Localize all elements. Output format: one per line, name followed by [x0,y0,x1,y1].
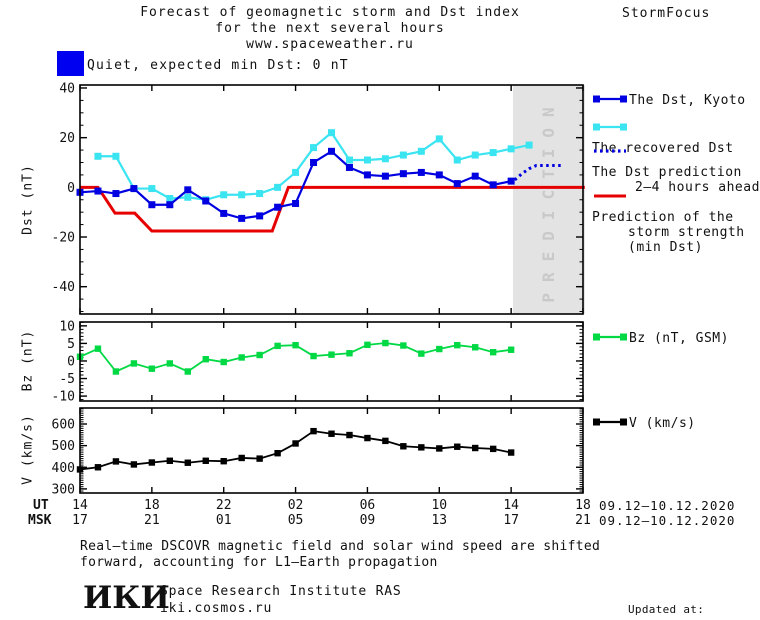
title-line-2: for the next several hours [215,21,445,36]
x-tick-label: 21 [144,513,160,528]
svg-text:20: 20 [59,131,75,146]
svg-text:400: 400 [52,461,75,476]
svg-text:0: 0 [67,354,75,369]
ut-date-range: 09.12–10.12.2020 [599,498,736,513]
quiet-level-swatch [57,51,84,76]
x-tick-label: 02 [287,498,304,513]
kyoto-series-marker [592,90,629,109]
legend-recovered-dst: The recovered Dst [592,117,760,156]
legend-dst-prediction: The Dst prediction 2–4 hours ahead [592,141,760,195]
svg-text:10: 10 [59,319,75,334]
x-tick-label: 17 [72,513,88,528]
x-tick-label: 14 [503,498,519,513]
svg-text:600: 600 [52,418,75,433]
storm-series-marker [592,187,629,206]
iki-logo: ИКИ [83,580,170,616]
dst-axis-title: Dst (nT) [20,164,36,235]
legend-v: V (km/s) [592,412,696,432]
updated-at-label: Updated at: [628,603,705,616]
legend-label: The recovered Dst [592,141,734,156]
svg-text:40: 40 [59,81,75,96]
institute-name: Space Research Institute RAS [160,584,402,599]
bz-series-marker [592,328,629,347]
legend-label-line3: (min Dst) [628,240,703,255]
x-tick-label: 09 [359,513,376,528]
v-axis-title: V (km/s) [20,414,36,485]
x-tick-label: 05 [287,513,304,528]
x-tick-label: 21 [575,513,591,528]
title-line-1: Forecast of geomagnetic storm and Dst in… [140,5,520,20]
legend-label: Prediction of the [592,210,734,225]
page-title: Forecast of geomagnetic storm and Dst in… [80,5,580,53]
svg-text:5: 5 [67,337,75,352]
legend-dst-kyoto: The Dst, Kyoto [592,89,746,109]
x-tick-label: 22 [215,498,232,513]
svg-text:-40: -40 [52,280,75,295]
msk-date-range: 09.12–10.12.2020 [599,513,736,528]
updated-at-block: Updated at: UT 14:05, 10.12.2020 MSK 17:… [628,570,760,620]
svg-text:0: 0 [67,181,75,196]
recovered-series-marker [592,118,629,137]
brand-label: StormFocus [622,6,711,21]
legend-label: V (km/s) [629,416,696,431]
x-tick-label: 17 [503,513,519,528]
quiet-status-text: Quiet, expected min Dst: 0 nT [87,58,349,73]
msk-row-label: MSK [28,513,52,528]
legend-bz: Bz (nT, GSM) [592,327,729,347]
x-tick-label: 06 [359,498,376,513]
x-tick-label: 14 [72,498,88,513]
ut-row-label: UT [33,498,49,513]
x-tick-label: 18 [575,498,591,513]
x-tick-label: 01 [215,513,232,528]
legend-label-line2: 2–4 hours ahead [635,180,760,195]
legend-label: The Dst prediction [592,165,742,180]
title-line-3-url: www.spaceweather.ru [246,37,414,52]
legend-storm-prediction: Prediction of the storm strength (min Ds… [592,186,760,255]
x-tick-label: 10 [431,498,448,513]
svg-text:-10: -10 [52,390,75,405]
legend-label: The Dst, Kyoto [629,93,746,108]
svg-text:-20: -20 [52,231,75,246]
x-tick-label: 13 [431,513,448,528]
svg-text:300: 300 [52,482,75,497]
svg-text:PREDICTION: PREDICTION [539,96,558,302]
institute-site: iki.cosmos.ru [160,601,273,616]
svg-text:500: 500 [52,439,75,454]
svg-text:-5: -5 [59,372,75,387]
x-tick-label: 18 [144,498,160,513]
legend-label: Bz (nT, GSM) [629,331,729,346]
prediction-series-marker [592,142,629,161]
legend-label-line2: storm strength [628,225,745,240]
footer-note-line2: forward, accounting for L1–Earth propaga… [80,555,438,570]
v-series-marker [592,413,629,432]
footer-note-line1: Real–time DSCOVR magnetic field and sola… [80,539,601,554]
